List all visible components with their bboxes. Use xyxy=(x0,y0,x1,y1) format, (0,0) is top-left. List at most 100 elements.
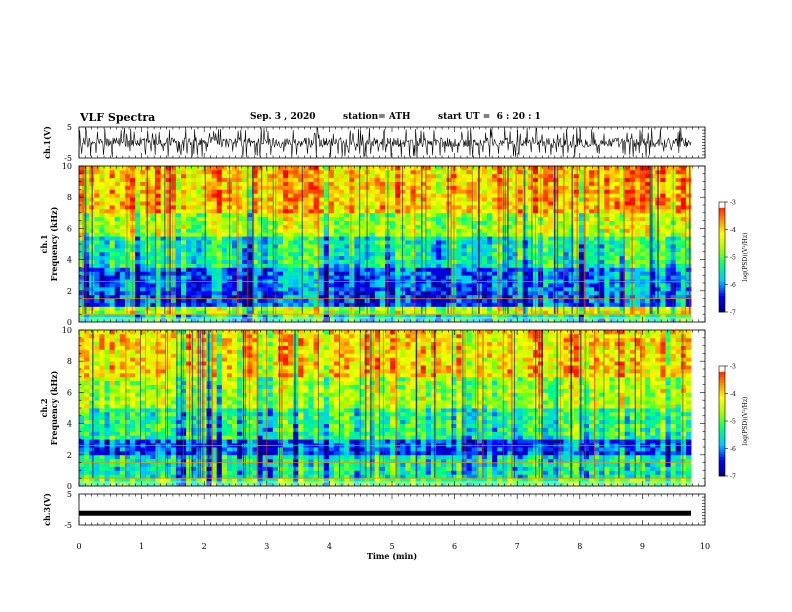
ch1-spectrogram-cell xyxy=(589,208,595,214)
ch1-spectrogram-cell xyxy=(624,197,631,202)
ch1-spectrogram-cell xyxy=(247,205,253,210)
ch1-spectrogram-cell xyxy=(283,201,289,206)
ch1-spectrogram-cell xyxy=(267,251,274,257)
ch1-spectrogram-cell xyxy=(283,181,289,186)
ch1-spectrogram-cell xyxy=(425,244,432,249)
ch1-spectrogram-cell xyxy=(160,286,167,292)
ch1-spectrogram-cell xyxy=(430,255,437,260)
ch1-spectrogram-cell xyxy=(507,236,513,241)
ch1-spectrogram-cell xyxy=(242,263,248,268)
ch1-spectrogram-cell xyxy=(660,228,666,233)
ch1-spectrogram-cell xyxy=(155,228,161,233)
ch1-spectrogram-cell xyxy=(344,271,350,276)
ch1-spectrogram-cell xyxy=(420,236,427,241)
ch1-spectrogram-cell xyxy=(150,232,156,237)
ch1-spectrogram-cell xyxy=(318,314,325,319)
ch1-spectrogram-cell xyxy=(283,271,289,276)
ch1-spectrogram-cell xyxy=(293,240,299,245)
ch1-spectrogram-cell xyxy=(181,314,187,319)
ch1-spectrogram-cell xyxy=(303,201,309,206)
ch1-spectrogram-cell xyxy=(553,212,559,218)
ch1-spectrogram-cell xyxy=(155,294,161,299)
ch1-spectrogram-cell xyxy=(497,193,503,198)
ch1-spectrogram-cell xyxy=(619,189,626,194)
ch1-spectrogram-cell xyxy=(675,290,682,296)
ch1-spectrogram-cell xyxy=(405,189,411,194)
ch1-spectrogram-cell xyxy=(186,310,192,315)
ch1-spectrogram-cell xyxy=(191,306,197,311)
ch1-spectrogram-cell xyxy=(334,224,340,229)
ch1-spectrogram-cell xyxy=(420,216,427,221)
ch1-spectrogram-cell xyxy=(589,212,595,218)
ch1-spectrogram-cell xyxy=(487,232,493,237)
ch1-spectrogram-cell xyxy=(211,220,218,225)
ch2-spectrogram-cell xyxy=(277,482,284,487)
ch1-spectrogram-cell xyxy=(634,197,641,202)
ch1-spectrogram-cell xyxy=(216,263,223,268)
ch1-spectrogram-cell xyxy=(196,298,202,303)
ch1-spectrogram-cell xyxy=(594,181,600,186)
ch1-spectrogram-cell xyxy=(685,224,692,229)
ch1-spectrogram-cell xyxy=(135,298,141,303)
ch1-spectrogram-cell xyxy=(374,216,381,221)
ch1-spectrogram-cell xyxy=(283,185,289,190)
ch1-spectrogram-cell xyxy=(344,228,350,233)
ch2-spectrogram-cell xyxy=(665,482,671,487)
ch1-spectrogram-cell xyxy=(624,224,631,229)
ch1-spectrogram-cell xyxy=(645,298,651,303)
ch1-spectrogram-cell xyxy=(104,177,110,182)
ch1-spectrogram-cell xyxy=(604,244,610,249)
ch1-spectrogram-cell xyxy=(604,205,610,210)
ch1-spectrogram-cell xyxy=(119,220,126,225)
ch1-spectrogram-cell xyxy=(685,189,692,194)
ch1-spectrogram-cell xyxy=(114,232,121,237)
ch1-spectrogram-cell xyxy=(170,193,177,198)
ch1-spectrogram-cell xyxy=(257,189,263,194)
ch1-spectrogram-cell xyxy=(318,216,325,221)
ch1-spectrogram-cell xyxy=(313,232,320,237)
ch1-spectrogram-cell xyxy=(252,177,258,182)
ch2-spectrogram-cell xyxy=(609,482,615,487)
ch1-spectrogram-cell xyxy=(109,197,116,202)
plot-title: VLF Spectra xyxy=(80,111,156,124)
ch1-spectrogram-cell xyxy=(609,318,615,323)
ch1-spectrogram-cell xyxy=(293,169,299,175)
ch1-spectrogram-cell xyxy=(308,169,314,175)
ch1-spectrogram-cell xyxy=(288,290,294,296)
ch1-spectrogram-cell xyxy=(456,232,462,237)
ch1-spectrogram-cell xyxy=(354,166,360,171)
ch2-spectrogram-cell xyxy=(288,482,294,487)
ch1-spectrogram-cell xyxy=(425,298,432,303)
ch1-spectrogram-cell xyxy=(124,286,131,292)
ch1-spectrogram-cell xyxy=(257,201,263,206)
ch1-spectrogram-cell xyxy=(79,290,85,296)
ch1-spectrogram-cell xyxy=(303,189,309,194)
ch1-spectrogram-cell xyxy=(79,271,85,276)
ch1-spectrogram-cell xyxy=(334,275,340,280)
ch1-spectrogram-cell xyxy=(410,247,416,253)
ch1-spectrogram-cell xyxy=(522,283,529,288)
ch1-spectrogram-cell xyxy=(685,173,692,179)
ch1-spectrogram-cell xyxy=(94,244,100,249)
ch1-spectrogram-cell xyxy=(349,290,355,296)
ch1-spectrogram-cell xyxy=(303,290,309,296)
ch1-spectrogram-cell xyxy=(135,290,141,296)
ch1-spectrogram-cell xyxy=(237,212,243,218)
ch1-spectrogram-cell xyxy=(170,189,177,194)
ch1-spectrogram-cell xyxy=(461,244,467,249)
ch1-spectrogram-cell xyxy=(614,236,620,241)
ch1-spectrogram-cell xyxy=(614,228,620,233)
ch1-spectrogram-cell xyxy=(349,193,355,198)
ch1-spectrogram-cell xyxy=(558,232,564,237)
ch1-spectrogram-cell xyxy=(160,251,167,257)
ch1-spectrogram-cell xyxy=(390,232,396,237)
ch2-spectrogram-cell xyxy=(594,482,600,487)
ch1-spectrogram-cell xyxy=(196,181,202,186)
ch1-spectrogram-cell xyxy=(604,247,610,253)
ch1-spectrogram-cell xyxy=(553,314,559,319)
ch1-spectrogram-cell xyxy=(267,232,274,237)
ch1-spectrogram-cell xyxy=(252,302,258,307)
ch1-spectrogram-cell xyxy=(446,290,452,296)
ch1-spectrogram-cell xyxy=(242,244,248,249)
